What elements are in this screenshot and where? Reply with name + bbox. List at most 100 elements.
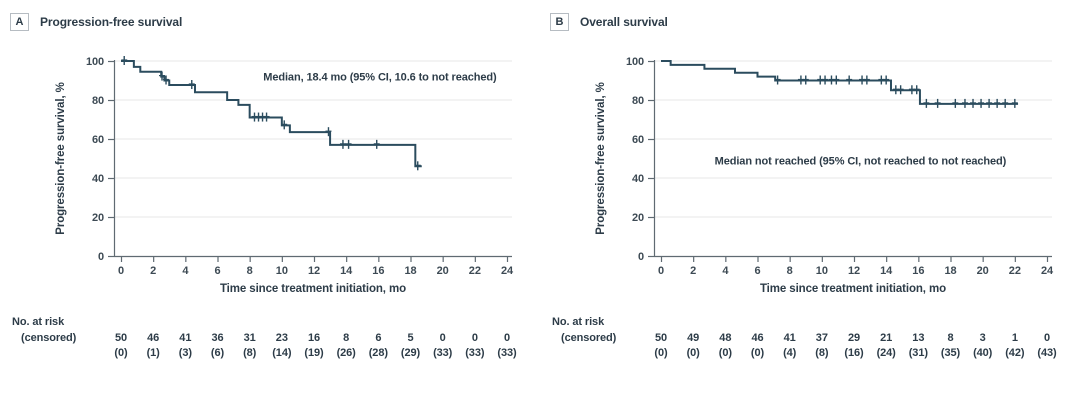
at-risk-value: 36 xyxy=(211,332,223,344)
y-tick-label: 0 xyxy=(638,251,644,263)
censored-value: (8) xyxy=(243,347,257,359)
panel-letter-badge: B xyxy=(550,13,569,31)
at-risk-value: 50 xyxy=(115,332,127,344)
censor-marks xyxy=(774,75,1018,108)
x-tick-label: 2 xyxy=(150,265,156,277)
at-risk-value: 16 xyxy=(308,332,320,344)
censored-value: (33) xyxy=(465,347,485,359)
censored-value: (19) xyxy=(304,347,324,359)
at-risk-value: 0 xyxy=(440,332,446,344)
censored-value: (0) xyxy=(687,347,701,359)
y-tick-label: 80 xyxy=(632,95,644,107)
censored-value: (33) xyxy=(497,347,517,359)
censored-value: (29) xyxy=(401,347,421,359)
x-tick-label: 12 xyxy=(308,265,320,277)
censored-value: (14) xyxy=(272,347,292,359)
at-risk-value: 29 xyxy=(848,332,860,344)
x-tick-label: 6 xyxy=(214,265,220,277)
median-annotation: Median, 18.4 mo (95% CI, 10.6 to not rea… xyxy=(263,72,497,84)
x-tick-label: 18 xyxy=(404,265,416,277)
censored-value: (16) xyxy=(844,347,864,359)
panel-letter-badge: A xyxy=(10,13,29,31)
x-tick-label: 14 xyxy=(880,265,893,277)
at-risk-value: 46 xyxy=(147,332,159,344)
x-tick-label: 4 xyxy=(182,265,189,277)
censored-value: (24) xyxy=(877,347,897,359)
at-risk-value: 8 xyxy=(343,332,349,344)
censored-value: (8) xyxy=(815,347,829,359)
at-risk-value: 37 xyxy=(816,332,828,344)
x-tick-label: 20 xyxy=(437,265,449,277)
panel-title: Overall survival xyxy=(580,15,668,29)
at-risk-value: 8 xyxy=(947,332,953,344)
y-tick-label: 0 xyxy=(98,251,104,263)
censored-value: (1) xyxy=(147,347,161,359)
x-tick-label: 20 xyxy=(977,265,989,277)
censored-value: (28) xyxy=(369,347,389,359)
x-tick-label: 16 xyxy=(372,265,384,277)
x-tick-label: 8 xyxy=(787,265,793,277)
x-tick-label: 10 xyxy=(816,265,828,277)
y-tick-label: 40 xyxy=(92,173,104,185)
at-risk-value: 46 xyxy=(751,332,763,344)
censored-value: (33) xyxy=(433,347,453,359)
x-tick-label: 16 xyxy=(912,265,924,277)
x-tick-label: 10 xyxy=(276,265,288,277)
at-risk-value: 1 xyxy=(1012,332,1018,344)
at-risk-value: 21 xyxy=(880,332,892,344)
x-axis-title: Time since treatment initiation, mo xyxy=(760,283,946,295)
at-risk-value: 0 xyxy=(504,332,510,344)
censored-value: (43) xyxy=(1037,347,1057,359)
at-risk-value: 6 xyxy=(375,332,381,344)
censored-value: (40) xyxy=(973,347,993,359)
at-risk-value: 3 xyxy=(980,332,986,344)
y-tick-label: 60 xyxy=(92,134,104,146)
y-tick-label: 40 xyxy=(632,173,644,185)
y-axis-title: Progression-free survival, % xyxy=(55,82,67,235)
censored-value: (31) xyxy=(909,347,929,359)
at-risk-value: 48 xyxy=(719,332,731,344)
x-axis-title: Time since treatment initiation, mo xyxy=(220,283,406,295)
x-tick-label: 8 xyxy=(247,265,253,277)
at-risk-value: 23 xyxy=(276,332,288,344)
median-annotation: Median not reached (95% CI, not reached … xyxy=(715,155,1007,167)
km-curve xyxy=(121,60,422,168)
censored-value: (4) xyxy=(783,347,797,359)
censored-value: (0) xyxy=(719,347,733,359)
km-curve xyxy=(661,60,1019,105)
panel-title: Progression-free survival xyxy=(40,15,183,29)
censored-value: (0) xyxy=(751,347,765,359)
at-risk-value: 49 xyxy=(687,332,699,344)
at-risk-value: 5 xyxy=(407,332,413,344)
censored-value: (0) xyxy=(114,347,128,359)
at-risk-value: 13 xyxy=(912,332,924,344)
x-tick-label: 6 xyxy=(754,265,760,277)
panel-b-header: B Overall survival xyxy=(550,13,668,31)
censor-marks xyxy=(121,56,421,171)
x-tick-label: 22 xyxy=(1009,265,1021,277)
panel-overall-survival: B Overall survival 0 20 40 60 80 100 0 2 4 6 8 10 12… xyxy=(540,0,1080,400)
at-risk-value: 41 xyxy=(179,332,191,344)
y-tick-label: 100 xyxy=(86,56,104,68)
censored-value: (26) xyxy=(337,347,357,359)
at-risk-value: 50 xyxy=(655,332,667,344)
x-tick-label: 24 xyxy=(1041,265,1054,277)
risk-table-label: No. at risk xyxy=(552,316,605,328)
censored-table-label: (censored) xyxy=(561,332,617,344)
x-tick-label: 0 xyxy=(658,265,664,277)
x-tick-label: 12 xyxy=(848,265,860,277)
censored-value: (35) xyxy=(941,347,961,359)
x-tick-label: 0 xyxy=(118,265,124,277)
y-tick-label: 100 xyxy=(626,56,644,68)
panel-progression-free-survival: A Progression-free survival 0 20 40 60 80 100… xyxy=(10,13,517,359)
at-risk-value: 31 xyxy=(244,332,256,344)
risk-table-label: No. at risk xyxy=(12,316,65,328)
censored-table-label: (censored) xyxy=(21,332,77,344)
x-tick-label: 4 xyxy=(722,265,729,277)
y-tick-label: 20 xyxy=(92,212,104,224)
y-tick-label: 80 xyxy=(92,95,104,107)
y-tick-label: 20 xyxy=(632,212,644,224)
x-tick-label: 24 xyxy=(501,265,514,277)
